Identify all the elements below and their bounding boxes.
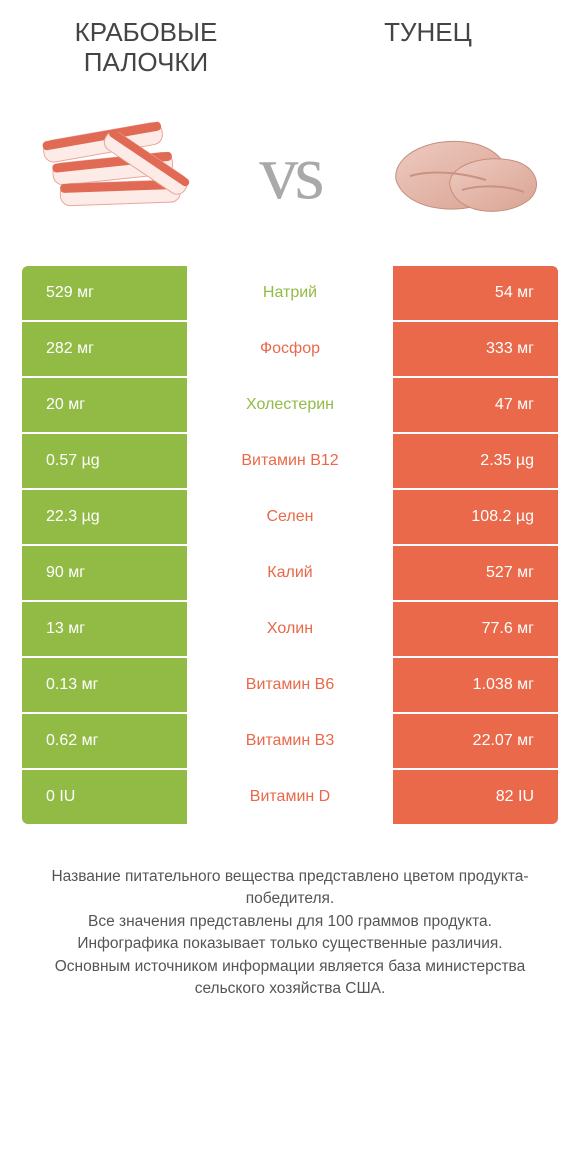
nutrient-label: Витамин D [187,770,393,824]
nutrition-table: 529 мгНатрий54 мг282 мгФосфор333 мг20 мг… [22,266,558,824]
title-right: Тунец [328,18,528,48]
right-value: 108.2 µg [393,490,558,544]
nutrient-label: Холин [187,602,393,656]
hero-row: vs [22,112,558,232]
right-value: 22.07 мг [393,714,558,768]
table-row: 22.3 µgСелен108.2 µg [22,490,558,544]
table-row: 529 мгНатрий54 мг [22,266,558,320]
table-row: 13 мгХолин77.6 мг [22,602,558,656]
nutrient-label: Натрий [187,266,393,320]
left-value: 0.62 мг [22,714,187,768]
left-value: 0 IU [22,770,187,824]
nutrient-label: Фосфор [187,322,393,376]
footer-notes: Название питательного вещества представл… [22,866,558,1001]
right-value: 47 мг [393,378,558,432]
right-value: 77.6 мг [393,602,558,656]
table-row: 20 мгХолестерин47 мг [22,378,558,432]
right-value: 54 мг [393,266,558,320]
nutrient-label: Витамин B12 [187,434,393,488]
left-value: 0.13 мг [22,658,187,712]
right-value: 2.35 µg [393,434,558,488]
right-value: 82 IU [393,770,558,824]
table-row: 90 мгКалий527 мг [22,546,558,600]
titles-row: Крабовые палочки Тунец [22,18,558,78]
nutrient-label: Калий [187,546,393,600]
table-row: 0.57 µgВитамин B122.35 µg [22,434,558,488]
footer-line-2: Все значения представлены для 100 граммо… [28,911,552,933]
table-row: 282 мгФосфор333 мг [22,322,558,376]
left-value: 22.3 µg [22,490,187,544]
footer-line-3: Инфографика показывает только существенн… [28,933,552,955]
product-image-left [30,112,210,232]
left-value: 0.57 µg [22,434,187,488]
footer-line-4: Основным источником информации является … [28,956,552,1001]
left-value: 529 мг [22,266,187,320]
right-value: 527 мг [393,546,558,600]
left-value: 90 мг [22,546,187,600]
right-value: 333 мг [393,322,558,376]
table-row: 0 IUВитамин D82 IU [22,770,558,824]
left-value: 282 мг [22,322,187,376]
footer-line-1: Название питательного вещества представл… [28,866,552,911]
left-value: 13 мг [22,602,187,656]
vs-text: vs [259,127,320,217]
nutrient-label: Холестерин [187,378,393,432]
nutrient-label: Витамин B6 [187,658,393,712]
comparison-infographic: Крабовые палочки Тунец [0,0,580,1031]
product-image-right [370,112,550,232]
table-row: 0.13 мгВитамин B61.038 мг [22,658,558,712]
left-value: 20 мг [22,378,187,432]
table-row: 0.62 мгВитамин B322.07 мг [22,714,558,768]
nutrient-label: Селен [187,490,393,544]
nutrient-label: Витамин B3 [187,714,393,768]
title-left: Крабовые палочки [46,18,246,78]
right-value: 1.038 мг [393,658,558,712]
